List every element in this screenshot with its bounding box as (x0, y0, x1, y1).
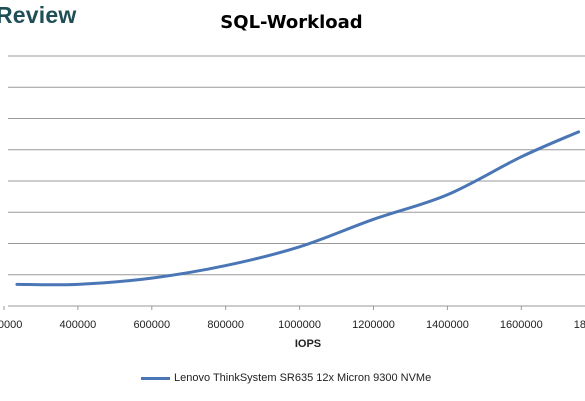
x-tick-label: 400000 (60, 319, 97, 331)
x-tick-label: 1000000 (278, 319, 321, 331)
x-tick-labels: 200000 400000 600000 800000 1000000 1200000 14… (0, 319, 585, 331)
series-layer (15, 130, 581, 287)
x-tick-label: 1400000 (426, 319, 469, 331)
x-axis (3, 306, 522, 310)
x-tick-label: 600000 (133, 319, 170, 331)
x-tick-label: 200000 (0, 319, 22, 331)
x-tick-label: 1600000 (500, 319, 543, 331)
x-tick-label: 1800000 (574, 319, 585, 331)
legend: Lenovo ThinkSystem SR635 12x Micron 9300… (141, 372, 431, 384)
legend-swatch (141, 376, 170, 380)
x-tick-label: 1200000 (352, 319, 395, 331)
legend-label: Lenovo ThinkSystem SR635 12x Micron 9300… (174, 372, 432, 384)
x-tick-label: 800000 (207, 319, 244, 331)
brand-logo-text: Review (0, 2, 77, 28)
chart-title-text: SQL-Workload (220, 12, 363, 33)
grid-lines (8, 55, 585, 307)
series-line (15, 130, 581, 287)
chart-title: SQL-Workload (0, 12, 585, 33)
x-axis-label: IOPS (295, 338, 321, 350)
